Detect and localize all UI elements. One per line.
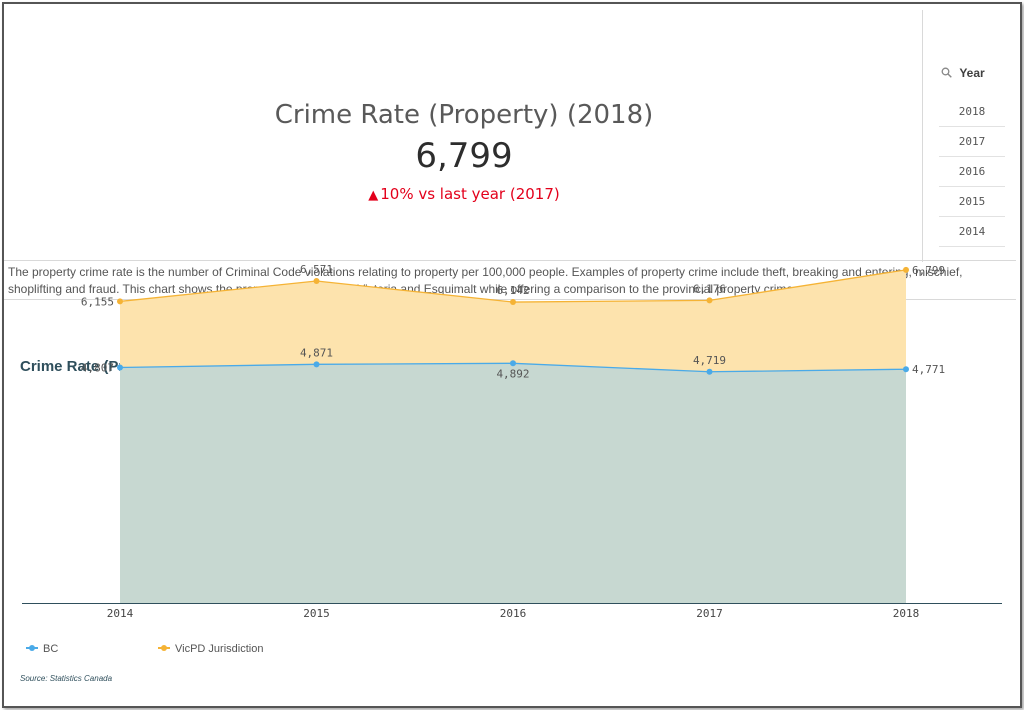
x-tick-label: 2017 [696, 607, 723, 620]
legend-label: VicPD Jurisdiction [175, 643, 263, 655]
data-label: 4,719 [693, 354, 726, 367]
kpi-change: ▲ 10% vs last year (2017) [4, 185, 924, 203]
filter-item-2015[interactable]: 2015 [939, 187, 1005, 217]
year-filter-header[interactable]: Year [941, 66, 985, 80]
data-label: 6,571 [300, 263, 333, 276]
data-point [706, 368, 713, 375]
legend-marker [29, 645, 35, 651]
legend-marker [161, 645, 167, 651]
data-point [903, 266, 909, 273]
data-point [117, 364, 123, 371]
data-label: 6,176 [693, 282, 726, 295]
kpi-change-text: 10% vs last year (2017) [380, 185, 560, 203]
year-filter-panel: Year 2018 2017 2016 2015 2014 [922, 10, 1019, 262]
x-tick-label: 2018 [893, 607, 920, 620]
data-point [313, 361, 320, 368]
description-text: The property crime rate is the number of… [4, 260, 1016, 300]
data-point [903, 366, 909, 373]
data-label: 4,871 [300, 346, 333, 359]
legend-label: BC [43, 643, 58, 655]
data-label: 4,771 [912, 363, 945, 376]
data-point [510, 299, 516, 306]
series-area-vicpd [120, 269, 906, 372]
area-chart[interactable]: 4,807 4,871 4,892 4,719 4,771 6,155 6,571 6,142… [4, 4, 1020, 706]
x-tick-label: 2015 [303, 607, 330, 620]
source-note: Source: Statistics Canada [20, 674, 113, 683]
data-point [706, 297, 713, 304]
search-icon[interactable] [941, 66, 955, 80]
data-label: 6,799 [912, 264, 945, 277]
data-label: 4,892 [496, 367, 529, 380]
filter-item-2014[interactable]: 2014 [939, 217, 1005, 247]
data-label: 6,142 [496, 284, 529, 297]
filter-item-2018[interactable]: 2018 [939, 97, 1005, 127]
filter-item-2016[interactable]: 2016 [939, 157, 1005, 187]
kpi-value: 6,799 [415, 136, 513, 176]
year-filter-list: 2018 2017 2016 2015 2014 [939, 97, 1005, 247]
filter-item-2017[interactable]: 2017 [939, 127, 1005, 157]
data-label: 6,155 [81, 295, 114, 308]
series-area-bc [120, 363, 906, 603]
kpi-panel: Crime Rate (Property) (2018) 6,799 ▲ 10% … [4, 4, 924, 262]
year-filter-label: Year [959, 66, 985, 80]
data-point [510, 360, 516, 367]
x-tick-label: 2016 [500, 607, 527, 620]
x-tick-label: 2014 [107, 607, 134, 620]
data-point [117, 298, 123, 305]
kpi-title: Crime Rate (Property) (2018) [274, 100, 654, 130]
data-label: 4,807 [81, 361, 114, 374]
data-point [313, 278, 320, 285]
up-arrow-icon: ▲ [368, 188, 379, 203]
